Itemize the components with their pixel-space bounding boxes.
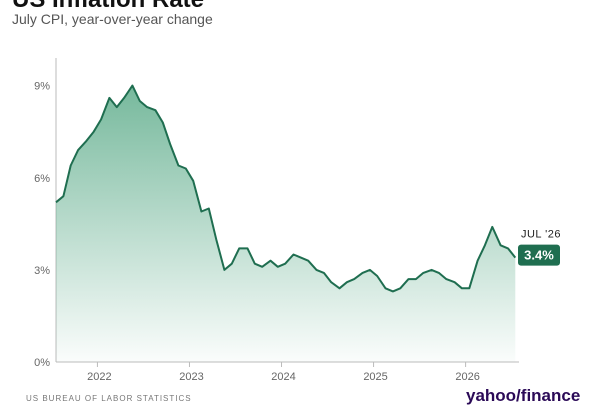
data-point: [55, 201, 57, 203]
data-point: [154, 109, 156, 111]
data-point: [93, 131, 95, 133]
data-point: [415, 278, 417, 280]
data-point: [238, 247, 240, 249]
data-point: [300, 256, 302, 258]
data-point: [123, 97, 125, 99]
x-tick-label: 2025: [363, 371, 387, 383]
data-point: [192, 180, 194, 182]
data-point: [231, 263, 233, 265]
y-tick-label: 6%: [34, 173, 50, 185]
data-point: [399, 287, 401, 289]
data-point: [499, 244, 501, 246]
data-point: [376, 275, 378, 277]
data-point: [461, 287, 463, 289]
callout-value-label: 3.4%: [524, 248, 554, 263]
data-point: [438, 272, 440, 274]
data-point: [330, 281, 332, 283]
data-point: [162, 121, 164, 123]
data-point: [208, 207, 210, 209]
latest-value-callout: JUL '26 3.4%: [518, 229, 561, 266]
data-point: [177, 164, 179, 166]
x-axis: 2022 2023 2024 2025 2026: [56, 361, 519, 383]
data-point: [77, 149, 79, 151]
data-point: [85, 140, 87, 142]
data-point: [70, 164, 72, 166]
y-tick-label: 0%: [34, 357, 50, 369]
data-point: [353, 278, 355, 280]
data-point: [346, 281, 348, 283]
data-point: [116, 106, 118, 108]
data-point: [468, 287, 470, 289]
data-point: [430, 269, 432, 271]
data-point: [261, 266, 263, 268]
data-point: [292, 253, 294, 255]
data-point: [338, 287, 340, 289]
x-tick-label: 2026: [455, 371, 479, 383]
data-point: [445, 278, 447, 280]
data-point: [215, 238, 217, 240]
area-fill: [56, 85, 516, 362]
data-point: [392, 290, 394, 292]
data-point: [491, 226, 493, 228]
data-point: [277, 266, 279, 268]
data-point: [169, 143, 171, 145]
data-point: [484, 244, 486, 246]
data-point: [108, 97, 110, 99]
callout-badge: [518, 244, 560, 266]
x-tick-label: 2023: [179, 371, 203, 383]
data-point: [514, 256, 516, 258]
data-point: [100, 118, 102, 120]
data-point: [246, 247, 248, 249]
data-point: [62, 195, 64, 197]
source-label: US BUREAU OF LABOR STATISTICS: [26, 394, 192, 403]
x-tick-label: 2024: [271, 371, 295, 383]
data-point: [185, 167, 187, 169]
data-point: [315, 269, 317, 271]
data-point: [269, 260, 271, 262]
data-point: [131, 84, 133, 86]
y-tick-label: 9%: [34, 81, 50, 93]
data-point: [323, 272, 325, 274]
series-line: [55, 84, 517, 293]
data-point: [284, 263, 286, 265]
x-tick-label: 2022: [87, 371, 111, 383]
data-point: [361, 272, 363, 274]
data-point: [407, 278, 409, 280]
data-point: [200, 210, 202, 212]
data-point: [422, 272, 424, 274]
data-point: [369, 269, 371, 271]
y-tick-label: 3%: [34, 265, 50, 277]
callout-month-label: JUL '26: [521, 229, 561, 241]
data-point: [223, 269, 225, 271]
data-point: [453, 281, 455, 283]
data-point: [507, 247, 509, 249]
data-point: [384, 287, 386, 289]
chart-subtitle: July CPI, year-over-year change: [12, 11, 213, 27]
data-point: [146, 106, 148, 108]
y-axis: 0% 3% 6% 9%: [34, 58, 57, 369]
data-point: [139, 100, 141, 102]
data-point: [254, 263, 256, 265]
chart-title: US Inflation Rate: [12, 0, 204, 14]
data-point: [476, 260, 478, 262]
yahoo-finance-logo: yahoo/finance: [466, 386, 581, 405]
data-point: [307, 260, 309, 262]
